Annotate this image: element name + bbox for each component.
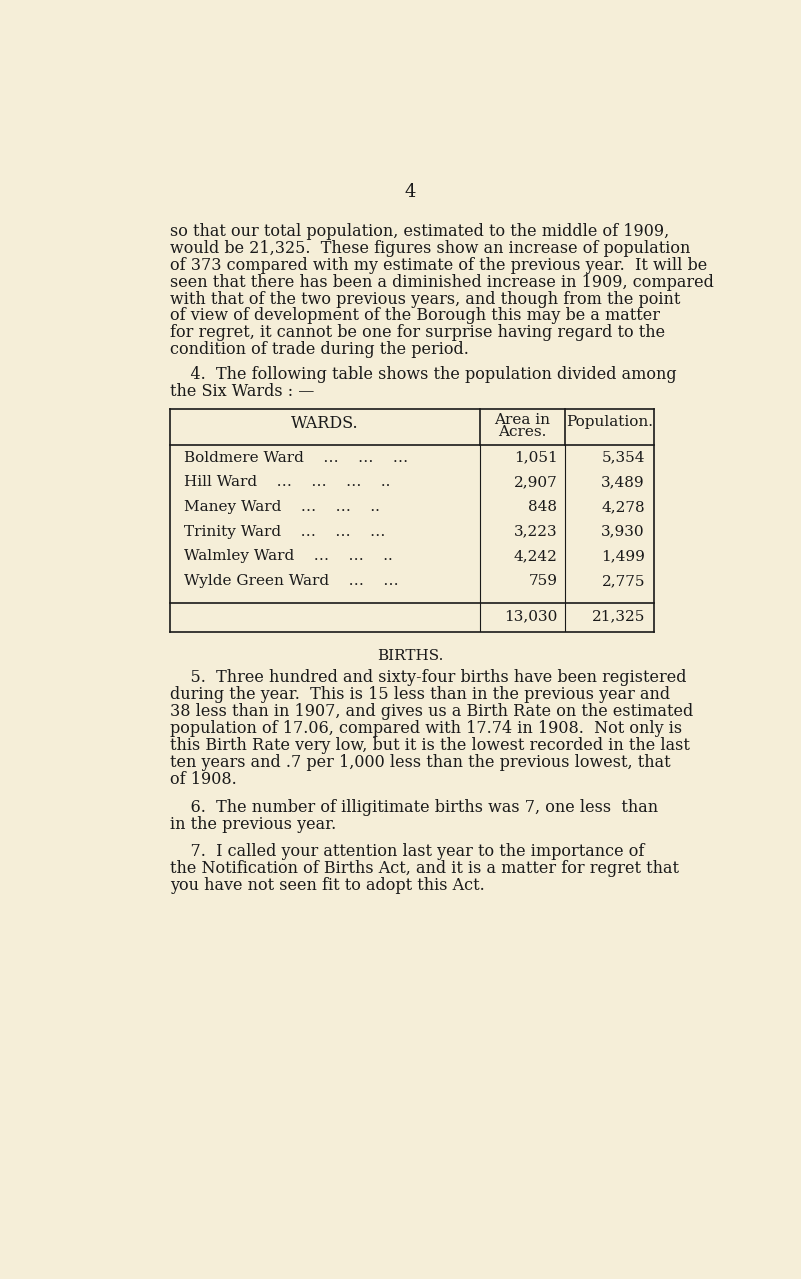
Text: the Six Wards : —: the Six Wards : — [170, 382, 314, 400]
Text: Walmley Ward    …    …    ..: Walmley Ward … … .. [183, 549, 392, 563]
Text: 848: 848 [529, 500, 557, 514]
Text: Maney Ward    …    …    ..: Maney Ward … … .. [183, 500, 380, 514]
Text: 5,354: 5,354 [602, 450, 645, 464]
Text: Area in: Area in [494, 413, 550, 427]
Text: Acres.: Acres. [498, 425, 547, 439]
Text: the Notification of Births Act, and it is a matter for regret that: the Notification of Births Act, and it i… [170, 861, 679, 877]
Text: so that our total population, estimated to the middle of 1909,: so that our total population, estimated … [170, 223, 669, 239]
Text: would be 21,325.  These figures show an increase of population: would be 21,325. These figures show an i… [170, 239, 690, 257]
Text: 4,242: 4,242 [513, 549, 557, 563]
Text: population of 17.06, compared with 17.74 in 1908.  Not only is: population of 17.06, compared with 17.74… [170, 720, 682, 737]
Text: in the previous year.: in the previous year. [170, 816, 336, 833]
Text: 13,030: 13,030 [504, 609, 557, 623]
Text: 3,489: 3,489 [602, 476, 645, 490]
Text: 759: 759 [529, 574, 557, 588]
Text: of view of development of the Borough this may be a matter: of view of development of the Borough th… [170, 307, 660, 325]
Text: 3,930: 3,930 [602, 524, 645, 538]
Text: seen that there has been a diminished increase in 1909, compared: seen that there has been a diminished in… [170, 274, 714, 290]
Text: during the year.  This is 15 less than in the previous year and: during the year. This is 15 less than in… [170, 687, 670, 703]
Text: Population.: Population. [566, 416, 653, 430]
Text: 4,278: 4,278 [602, 500, 645, 514]
Text: Wylde Green Ward    …    …: Wylde Green Ward … … [183, 574, 398, 588]
Text: BIRTHS.: BIRTHS. [377, 650, 443, 664]
Text: 5.  Three hundred and sixty-four births have been registered: 5. Three hundred and sixty-four births h… [170, 669, 686, 687]
Text: 3,223: 3,223 [513, 524, 557, 538]
Text: 1,051: 1,051 [513, 450, 557, 464]
Text: 38 less than in 1907, and gives us a Birth Rate on the estimated: 38 less than in 1907, and gives us a Bir… [170, 703, 693, 720]
Text: ten years and .7 per 1,000 less than the previous lowest, that: ten years and .7 per 1,000 less than the… [170, 755, 670, 771]
Text: 21,325: 21,325 [592, 609, 645, 623]
Text: Hill Ward    …    …    …    ..: Hill Ward … … … .. [183, 476, 390, 490]
Text: Boldmere Ward    …    …    …: Boldmere Ward … … … [183, 450, 408, 464]
Text: 2,907: 2,907 [513, 476, 557, 490]
Text: WARDS.: WARDS. [291, 416, 359, 432]
Text: 1,499: 1,499 [601, 549, 645, 563]
Text: 4: 4 [405, 183, 416, 201]
Text: 7.  I called your attention last year to the importance of: 7. I called your attention last year to … [170, 843, 644, 861]
Text: this Birth Rate very low, but it is the lowest recorded in the last: this Birth Rate very low, but it is the … [170, 737, 690, 755]
Text: Trinity Ward    …    …    …: Trinity Ward … … … [183, 524, 385, 538]
Text: for regret, it cannot be one for surprise having regard to the: for regret, it cannot be one for surpris… [170, 325, 665, 341]
Text: of 1908.: of 1908. [170, 771, 236, 788]
Text: condition of trade during the period.: condition of trade during the period. [170, 341, 469, 358]
Text: 6.  The number of illigitimate births was 7, one less  than: 6. The number of illigitimate births was… [170, 799, 658, 816]
Text: you have not seen fit to adopt this Act.: you have not seen fit to adopt this Act. [170, 877, 485, 894]
Text: with that of the two previous years, and though from the point: with that of the two previous years, and… [170, 290, 680, 307]
Text: 2,775: 2,775 [602, 574, 645, 588]
Text: of 373 compared with my estimate of the previous year.  It will be: of 373 compared with my estimate of the … [170, 257, 707, 274]
Text: 4.  The following table shows the population divided among: 4. The following table shows the populat… [170, 366, 677, 382]
